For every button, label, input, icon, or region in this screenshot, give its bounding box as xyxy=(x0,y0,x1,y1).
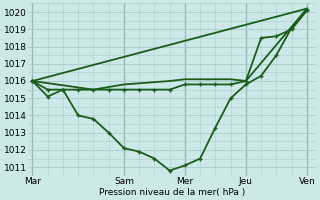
X-axis label: Pression niveau de la mer( hPa ): Pression niveau de la mer( hPa ) xyxy=(99,188,245,197)
